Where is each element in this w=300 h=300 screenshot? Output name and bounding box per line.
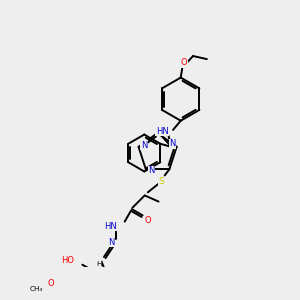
Text: HN: HN (104, 222, 117, 231)
Text: HN: HN (156, 127, 168, 136)
Text: N: N (141, 141, 147, 150)
Text: O: O (47, 280, 54, 289)
Text: N: N (169, 139, 176, 148)
Text: S: S (158, 177, 164, 186)
Text: N: N (108, 238, 114, 247)
Text: CH₃: CH₃ (30, 286, 43, 292)
Text: HO: HO (61, 256, 74, 265)
Text: O: O (145, 216, 151, 225)
Text: O: O (181, 58, 187, 68)
Text: N: N (148, 166, 154, 175)
Text: H: H (97, 261, 102, 267)
